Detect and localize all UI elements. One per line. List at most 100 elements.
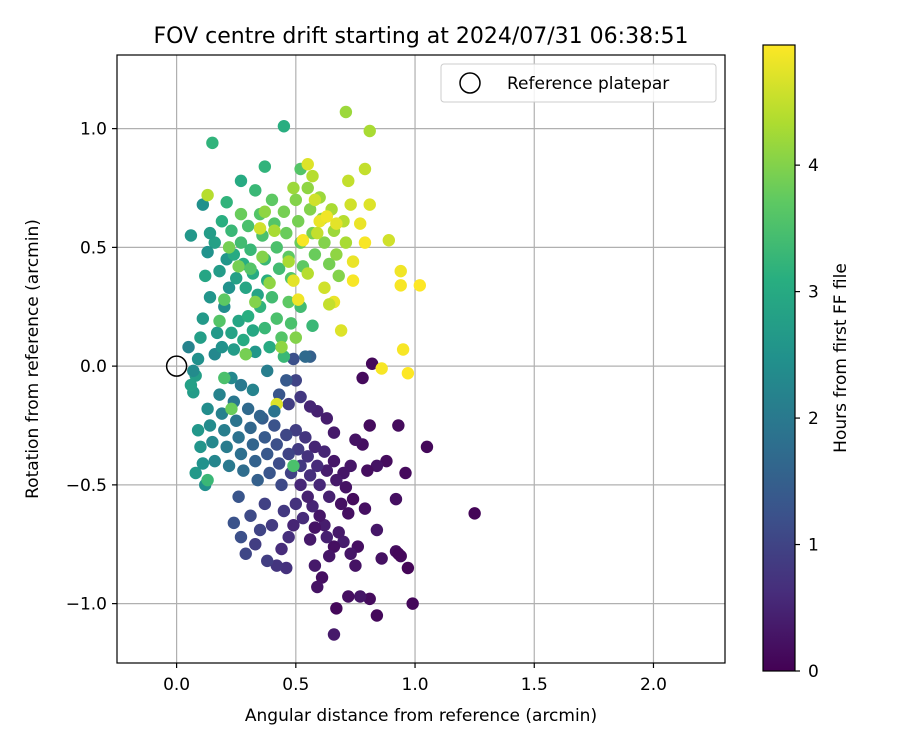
data-point xyxy=(370,459,384,473)
data-point xyxy=(406,597,419,610)
data-point xyxy=(218,293,231,306)
colorbar: 0 1 2 3 4 Hours from first FF file xyxy=(762,44,851,682)
data-point xyxy=(234,378,248,392)
data-point xyxy=(318,445,331,458)
data-point xyxy=(244,243,257,256)
data-point xyxy=(246,324,260,337)
x-tick-label: 1.0 xyxy=(402,675,429,695)
data-point xyxy=(277,504,291,518)
grid xyxy=(117,55,725,663)
data-point xyxy=(225,224,238,237)
data-point xyxy=(282,530,295,544)
data-point xyxy=(327,540,341,553)
data-points xyxy=(182,105,481,641)
colorbar-tick-label: 1 xyxy=(808,536,819,556)
x-tick-label: 0.0 xyxy=(163,675,190,695)
y-tick-label: 0.5 xyxy=(80,238,107,258)
data-point xyxy=(270,241,283,254)
data-point xyxy=(215,407,229,420)
data-point xyxy=(303,203,317,216)
data-point xyxy=(275,478,288,492)
x-tick-label: 1.5 xyxy=(521,675,548,695)
data-point xyxy=(282,397,295,411)
data-point xyxy=(253,409,267,423)
data-point xyxy=(323,549,336,563)
data-point xyxy=(249,454,262,468)
data-point xyxy=(330,217,343,230)
data-point xyxy=(334,324,348,337)
data-point xyxy=(330,602,343,615)
data-point xyxy=(380,454,393,468)
data-point xyxy=(241,402,255,416)
data-point xyxy=(182,340,195,354)
colorbar-tick-label: 0 xyxy=(808,662,819,682)
data-point xyxy=(222,459,236,473)
data-point xyxy=(280,561,293,575)
data-point xyxy=(289,331,303,344)
data-point xyxy=(263,340,276,354)
data-point xyxy=(194,331,207,344)
data-point xyxy=(206,435,219,449)
data-point xyxy=(399,466,412,480)
data-point xyxy=(313,509,326,522)
data-point xyxy=(363,198,376,211)
data-point xyxy=(225,326,238,340)
data-point xyxy=(320,210,334,223)
data-point xyxy=(258,205,272,218)
data-point xyxy=(339,105,353,119)
data-point xyxy=(232,490,245,503)
data-point xyxy=(222,281,236,294)
data-point xyxy=(396,343,410,356)
data-point xyxy=(261,447,274,461)
data-point xyxy=(344,459,357,473)
data-point xyxy=(265,193,279,207)
data-point xyxy=(253,523,267,537)
data-point xyxy=(320,530,334,544)
data-point xyxy=(356,371,369,385)
data-point xyxy=(199,269,212,283)
data-point xyxy=(349,433,362,446)
data-point xyxy=(244,509,257,522)
data-point xyxy=(289,374,303,387)
data-point xyxy=(323,490,336,503)
data-point xyxy=(244,262,257,275)
data-point xyxy=(237,464,250,477)
data-point xyxy=(294,478,307,492)
x-tick-label: 0.5 xyxy=(282,675,309,695)
data-point xyxy=(301,181,314,195)
colorbar-ticks: 0 1 2 3 4 xyxy=(795,156,819,682)
data-point xyxy=(468,507,481,520)
data-point xyxy=(365,357,379,370)
data-point xyxy=(296,511,310,525)
data-point xyxy=(213,388,226,401)
data-point xyxy=(344,198,357,211)
data-point xyxy=(354,590,367,603)
chart-title: FOV centre drift starting at 2024/07/31 … xyxy=(154,24,689,49)
data-point xyxy=(239,281,252,294)
data-point xyxy=(401,367,415,380)
data-point xyxy=(358,236,372,249)
data-point xyxy=(301,450,314,463)
data-point xyxy=(268,419,281,432)
data-point xyxy=(272,457,286,470)
data-point xyxy=(220,440,233,454)
data-point xyxy=(246,383,260,397)
data-point xyxy=(215,215,229,228)
data-point xyxy=(258,497,272,511)
data-point xyxy=(363,124,376,138)
data-point xyxy=(342,590,355,603)
data-point xyxy=(234,236,248,249)
data-point xyxy=(392,419,405,432)
data-point xyxy=(194,440,207,454)
data-point xyxy=(349,559,362,572)
data-point xyxy=(244,421,257,435)
data-point xyxy=(308,521,322,534)
data-point xyxy=(239,547,252,560)
data-point xyxy=(234,207,248,221)
data-point xyxy=(196,457,210,470)
data-point xyxy=(394,279,407,292)
data-point xyxy=(227,516,241,530)
data-point xyxy=(196,198,210,211)
data-point xyxy=(354,217,367,230)
data-point xyxy=(189,466,202,480)
